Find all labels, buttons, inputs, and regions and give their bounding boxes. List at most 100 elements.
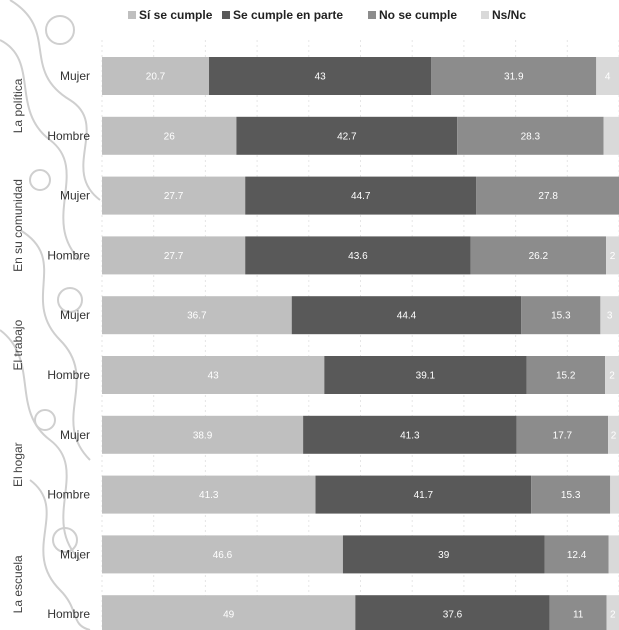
bar-segment — [102, 475, 316, 514]
data-label: 15.3 — [551, 311, 571, 322]
bar-segment — [342, 535, 545, 574]
data-label: 27.8 — [538, 191, 558, 202]
bar-segment — [102, 296, 292, 335]
category-label: Mujer — [60, 547, 90, 561]
bar-segment — [526, 356, 606, 394]
data-label: 26.2 — [529, 251, 549, 262]
bar-segment — [531, 475, 611, 514]
data-label: 37.6 — [443, 610, 463, 621]
data-label: 15.3 — [561, 490, 581, 501]
data-label: 41.7 — [414, 490, 434, 501]
category-label: Hombre — [47, 248, 90, 262]
group-label: El hogar — [11, 442, 25, 487]
bar-segment — [521, 296, 601, 335]
legend-swatch — [128, 11, 136, 19]
data-label: 28.3 — [521, 131, 541, 142]
bar-segment — [608, 415, 619, 454]
category-label: Mujer — [60, 428, 90, 442]
bar-segment — [608, 535, 619, 574]
bar-segment — [355, 595, 550, 630]
legend-label: Ns/Nc — [492, 8, 526, 22]
data-label: 38.9 — [193, 430, 213, 441]
data-label: 15.2 — [556, 371, 576, 382]
bar-segment — [606, 236, 619, 275]
data-label: 46.6 — [213, 550, 233, 561]
category-label: Mujer — [60, 189, 90, 203]
chart-grid — [101, 40, 619, 630]
category-label: Hombre — [47, 488, 90, 502]
data-label: 39.1 — [416, 371, 436, 382]
bar-segment — [544, 535, 609, 574]
data-label: 43 — [208, 371, 220, 382]
data-label: 44.7 — [351, 191, 371, 202]
category-label: Mujer — [60, 308, 90, 322]
data-label: 17.7 — [553, 430, 573, 441]
data-label: 3 — [607, 311, 613, 322]
bar-segment — [303, 415, 517, 454]
data-label: 2 — [610, 251, 616, 262]
bar-segment — [102, 236, 246, 275]
data-label: 42.7 — [337, 131, 357, 142]
data-label: 20.7 — [146, 72, 166, 83]
bar-segment — [476, 176, 619, 215]
bar-segment — [245, 176, 477, 215]
legend-swatch — [222, 11, 230, 19]
group-label: La escuela — [11, 555, 25, 613]
data-label: 27.7 — [164, 191, 184, 202]
bar-segment — [610, 475, 619, 514]
legend-label: No se cumple — [379, 8, 457, 22]
data-label: 2 — [610, 610, 616, 621]
data-label: 12.4 — [567, 550, 587, 561]
bar-segment — [596, 57, 619, 95]
bar-segment — [324, 356, 527, 394]
bar-segment — [516, 415, 609, 454]
data-label: 41.3 — [400, 430, 420, 441]
legend-swatch — [368, 11, 376, 19]
data-label: 49 — [223, 610, 235, 621]
bar-segment — [600, 296, 619, 335]
data-label: 4 — [605, 72, 611, 83]
bar-segment — [102, 116, 237, 155]
legend-swatch — [481, 11, 489, 19]
bar-segment — [209, 57, 432, 95]
bar-segment — [605, 356, 619, 394]
group-label: La política — [11, 78, 25, 133]
group-label: En su comunidad — [11, 179, 25, 272]
bar-segment — [102, 356, 325, 394]
bar-segment — [102, 415, 304, 454]
category-label: Hombre — [47, 129, 90, 143]
category-label: Hombre — [47, 368, 90, 382]
bar-segment — [236, 116, 458, 155]
bar-segment — [102, 535, 343, 574]
data-label: 27.7 — [164, 251, 184, 262]
data-label: 44.4 — [397, 311, 417, 322]
bar-segment — [102, 595, 356, 630]
data-label: 2 — [611, 430, 617, 441]
data-label: 36.7 — [187, 311, 207, 322]
bar-segment — [245, 236, 471, 275]
chart-bars — [102, 57, 619, 630]
chart-labels: Mujer 20.7 43 31.9 4 Hombre 26 42.7 28.3 La polít… — [11, 69, 617, 621]
bar-segment — [431, 57, 597, 95]
bar-segment — [315, 475, 532, 514]
group-label: El trabajo — [11, 319, 25, 370]
bar-segment — [291, 296, 522, 335]
bar-segment — [549, 595, 607, 630]
bar-segment — [457, 116, 604, 155]
data-label: 2 — [609, 371, 615, 382]
bar-segment — [102, 176, 246, 215]
data-label: 41.3 — [199, 490, 219, 501]
legend-label: Sí se cumple — [139, 8, 213, 22]
data-label: 43.6 — [348, 251, 368, 262]
data-label: 31.9 — [504, 72, 524, 83]
legend-label: Se cumple en parte — [233, 8, 343, 22]
data-label: 43 — [315, 72, 327, 83]
category-label: Hombre — [47, 607, 90, 621]
bar-segment — [102, 57, 210, 95]
data-label: 11 — [573, 610, 584, 621]
data-label: 39 — [438, 550, 450, 561]
bar-segment — [470, 236, 607, 275]
chart-legend: Sí se cumple Se cumple en parte No se cump… — [128, 8, 526, 22]
category-label: Mujer — [60, 69, 90, 83]
